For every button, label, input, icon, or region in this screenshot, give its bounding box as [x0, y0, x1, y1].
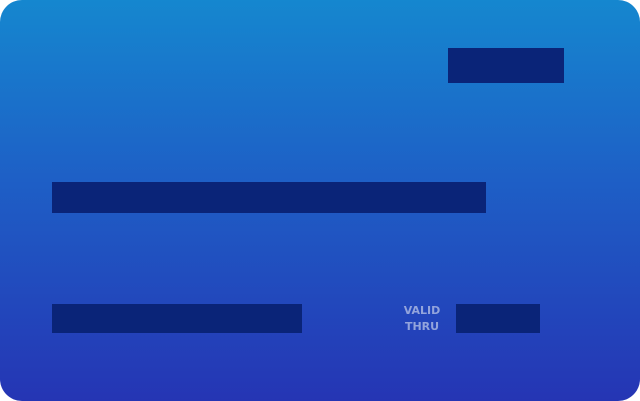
valid-thru-label: VALID THRU — [396, 303, 448, 335]
expiry-date-redacted — [456, 304, 540, 333]
cardholder-name-redacted — [52, 304, 302, 333]
card-number-redacted — [52, 182, 486, 213]
card-brand-logo-redacted — [448, 48, 564, 83]
valid-thru-line2: THRU — [404, 320, 440, 333]
valid-thru-line1: VALID — [403, 304, 441, 317]
